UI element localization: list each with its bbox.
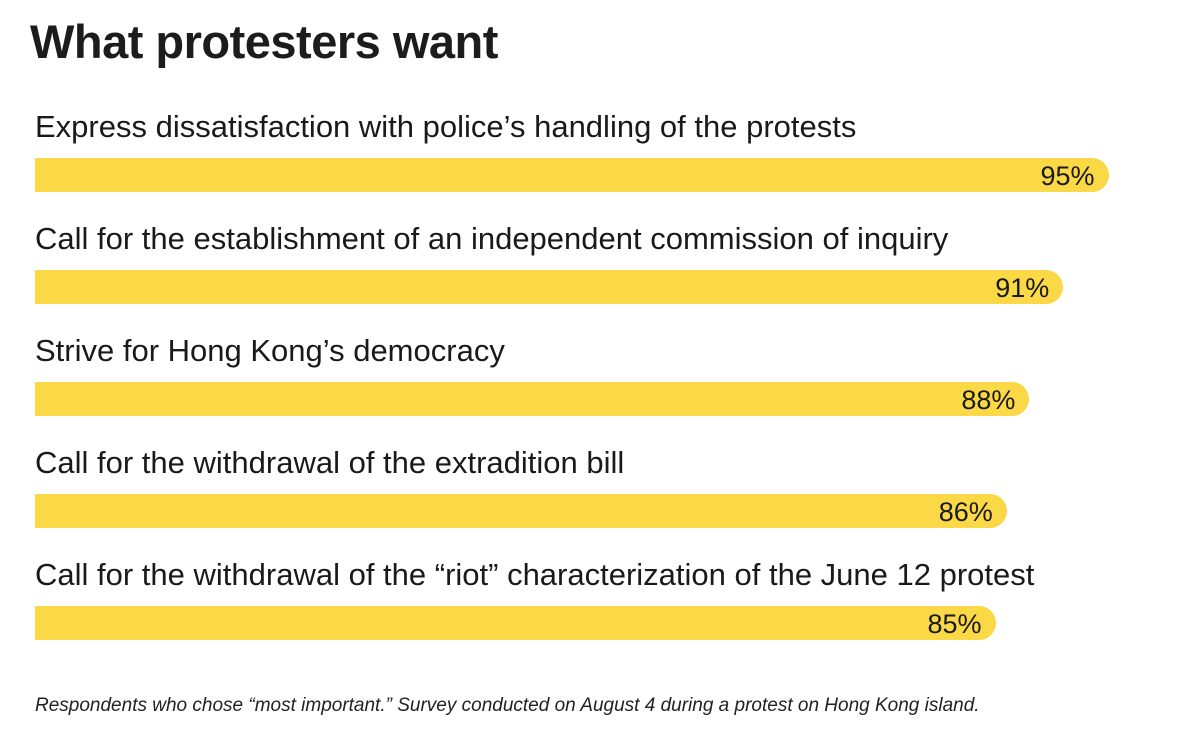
bar-category-label: Call for the withdrawal of the “riot” ch…	[35, 557, 1035, 592]
bar: 85%	[35, 606, 996, 640]
bar: 91%	[35, 270, 1064, 304]
bar-value-label: 95%	[1040, 161, 1095, 191]
bar-track: 91%	[35, 270, 1165, 304]
bar-value-label: 86%	[938, 497, 993, 527]
bar-value-label: 88%	[961, 385, 1016, 415]
bar-value-label: 85%	[927, 609, 982, 639]
bar-track: 85%	[35, 606, 1165, 640]
bar-chart: Express dissatisfaction with police’s ha…	[35, 105, 1165, 665]
bar-category-label: Call for the withdrawal of the extraditi…	[35, 445, 625, 480]
bar-value-label: 91%	[995, 273, 1050, 303]
bar-row: Strive for Hong Kong’s democracy 88%	[35, 329, 1165, 441]
bar-row: Call for the establishment of an indepen…	[35, 217, 1165, 329]
bar-row: Express dissatisfaction with police’s ha…	[35, 105, 1165, 217]
bar-row: Call for the withdrawal of the extraditi…	[35, 441, 1165, 553]
footnote: Respondents who chose “most important.” …	[35, 695, 980, 716]
bar-track: 88%	[35, 382, 1165, 416]
bar: 86%	[35, 494, 1007, 528]
bar-track: 86%	[35, 494, 1165, 528]
bar-category-label: Call for the establishment of an indepen…	[35, 221, 949, 256]
bar: 88%	[35, 382, 1030, 416]
bar-category-label: Express dissatisfaction with police’s ha…	[35, 109, 857, 144]
bar-category-label: Strive for Hong Kong’s democracy	[35, 333, 505, 368]
bar-track: 95%	[35, 158, 1165, 192]
bar-row: Call for the withdrawal of the “riot” ch…	[35, 553, 1165, 665]
chart-title: What protesters want	[30, 15, 498, 68]
bar: 95%	[35, 158, 1109, 192]
